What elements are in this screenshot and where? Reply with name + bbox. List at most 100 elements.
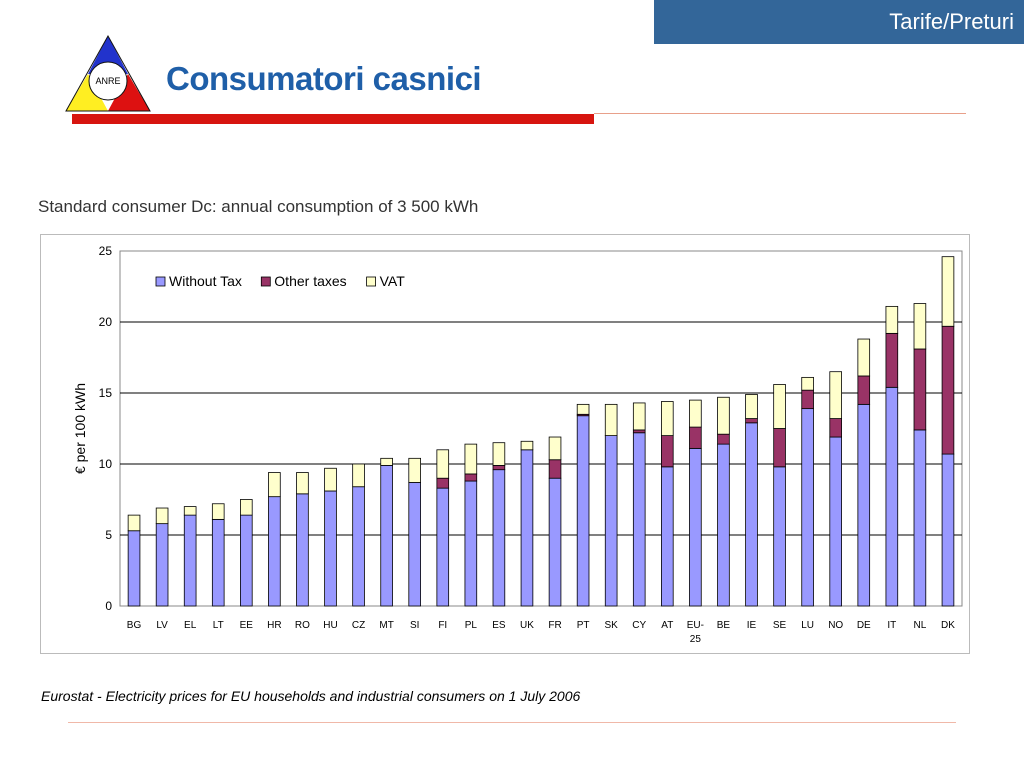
x-tick-label: DE (857, 620, 871, 631)
bar-vat (380, 457, 393, 466)
bar-without-tax (576, 415, 590, 607)
bar-other-taxes (885, 332, 899, 388)
x-tick-label: FI (438, 620, 447, 631)
bar-other-taxes (689, 426, 702, 449)
x-tick-label-line: EU- (687, 620, 704, 631)
x-tick-label: FR (548, 620, 561, 631)
bar-without-tax (520, 449, 534, 607)
bar-vat (352, 463, 365, 488)
x-tick-label: EU- 25 (687, 620, 704, 645)
x-tick-label: HU (323, 620, 337, 631)
x-tick-label: EE (240, 620, 254, 631)
bar-vat (885, 305, 899, 334)
bar-vat (211, 503, 225, 520)
bar-vat (773, 384, 786, 429)
bar-vat (604, 403, 618, 437)
x-tick-label: ES (492, 620, 506, 631)
x-tick-label-line: SK (604, 620, 618, 631)
y-tick-label: 20 (99, 315, 113, 329)
x-tick-label: BE (717, 620, 731, 631)
bar-vat (632, 402, 646, 431)
x-tick-label-line: LT (213, 620, 224, 631)
bar-other-taxes (941, 325, 955, 455)
bar-without-tax (717, 443, 730, 607)
bar-vat (717, 396, 730, 435)
legend-label: VAT (380, 273, 406, 289)
x-tick-label-line: SE (773, 620, 787, 631)
bar-vat (155, 507, 169, 525)
x-tick-label-line: FR (548, 620, 561, 631)
stacked-bar-chart: 0 5 10 15 20 25 € per 100 kWh BG LV EL LT EE HR RO HU C… (40, 234, 970, 654)
title-underline (72, 114, 594, 124)
plot-area (119, 250, 963, 607)
x-tick-label-line: CY (632, 620, 646, 631)
bar-without-tax (632, 432, 646, 607)
x-tick-label-line: NO (828, 620, 843, 631)
bar-without-tax (913, 429, 927, 607)
x-tick-label: UK (520, 620, 534, 631)
bar-without-tax (661, 466, 674, 607)
x-tick-label-line: HR (267, 620, 281, 631)
title-rule-thin (594, 113, 966, 114)
x-tick-label-line: UK (520, 620, 534, 631)
legend-label: Other taxes (274, 273, 346, 289)
x-tick-label: DK (941, 620, 955, 631)
x-tick-label-line: DE (857, 620, 871, 631)
bar-vat (240, 499, 253, 516)
x-tick-label-line: FI (438, 620, 447, 631)
bar-without-tax (352, 486, 365, 607)
source-note: Eurostat - Electricity prices for EU hou… (41, 688, 581, 704)
logo-text: ANRE (95, 76, 120, 86)
section-tab[interactable]: Tarife/Preturi (654, 0, 1024, 44)
x-tick-label-line: EL (184, 620, 197, 631)
legend-swatch (366, 276, 377, 287)
y-tick-label: 25 (99, 244, 113, 258)
x-tick-label-line: 25 (690, 634, 702, 645)
bar-vat (661, 401, 674, 437)
bar-other-taxes (913, 348, 927, 431)
bar-other-taxes (661, 435, 674, 468)
bar-without-tax (548, 477, 562, 607)
bar-without-tax (745, 422, 758, 607)
bar-other-taxes (436, 477, 450, 489)
bar-vat (576, 403, 590, 415)
bar-other-taxes (632, 429, 646, 434)
bar-vat (464, 443, 478, 475)
bar-vat (857, 338, 871, 377)
bar-without-tax (829, 436, 842, 607)
bar-vat (520, 440, 534, 451)
x-tick-label-line: MT (379, 620, 393, 631)
x-tick-label: LT (213, 620, 224, 631)
x-tick-label: LV (156, 620, 168, 631)
bar-vat (127, 514, 141, 532)
x-tick-label: RO (295, 620, 310, 631)
x-tick-label-line: EE (240, 620, 254, 631)
y-tick-label: 5 (105, 528, 112, 542)
x-tick-label-line: IT (887, 620, 896, 631)
logo-circle (88, 61, 128, 101)
bar-other-taxes (829, 418, 842, 438)
bar-vat (268, 472, 281, 498)
x-tick-label-line: LV (156, 620, 168, 631)
x-tick-label-line: BG (127, 620, 142, 631)
bar-other-taxes (773, 428, 786, 468)
bar-vat (801, 376, 814, 391)
bar-without-tax (941, 453, 955, 607)
x-tick-label-line: DK (941, 620, 955, 631)
bar-vat (548, 436, 562, 461)
x-tick-label: EL (184, 620, 197, 631)
footer-rule (68, 722, 956, 723)
bar-vat (296, 472, 309, 495)
bar-vat (829, 371, 842, 419)
bar-without-tax (604, 435, 618, 607)
bar-without-tax (885, 386, 899, 607)
bar-without-tax (296, 493, 309, 607)
bar-vat (324, 467, 337, 492)
bar-without-tax (801, 408, 814, 607)
legend-swatch (155, 276, 166, 287)
bar-other-taxes (717, 433, 730, 445)
x-tick-label: HR (267, 620, 281, 631)
bar-without-tax (773, 466, 786, 607)
logo-triangle-yellow (66, 74, 108, 111)
bar-vat (183, 506, 197, 516)
